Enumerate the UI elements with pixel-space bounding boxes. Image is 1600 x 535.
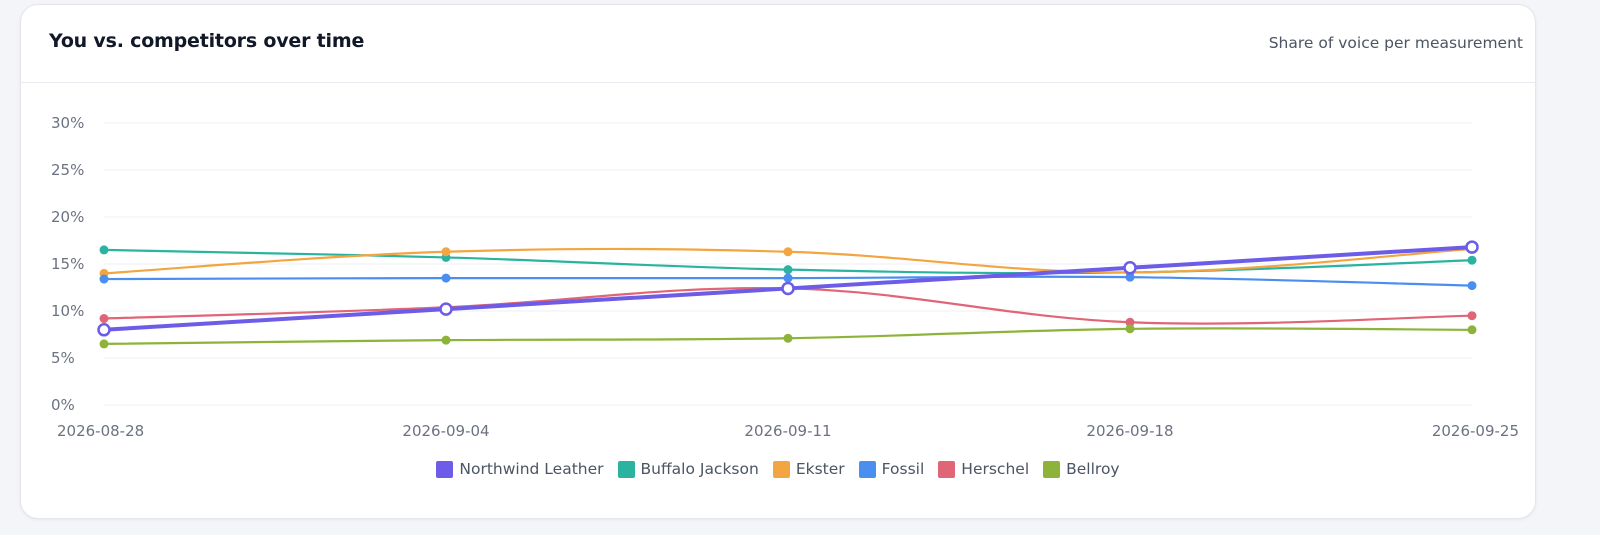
legend-label: Ekster bbox=[795, 460, 845, 478]
x-tick-label: 2026-09-04 bbox=[402, 422, 489, 440]
legend-item-fossil[interactable]: Fossil bbox=[858, 460, 925, 478]
legend-label: Northwind Leather bbox=[459, 460, 604, 478]
card-header: You vs. competitors over time Share of v… bbox=[21, 5, 1535, 83]
data-point-fossil[interactable] bbox=[1125, 272, 1135, 282]
legend-item-buffalo-jackson[interactable]: Buffalo Jackson bbox=[617, 460, 759, 478]
data-point-northwind-leather[interactable] bbox=[781, 281, 795, 296]
y-tick-label: 20% bbox=[51, 208, 84, 226]
chart-subtitle: Share of voice per measurement bbox=[1268, 34, 1523, 52]
chart-legend: Northwind Leather Buffalo Jackson Ekster Fo… bbox=[21, 460, 1535, 478]
data-point-herschel[interactable] bbox=[1125, 317, 1135, 327]
legend-label: Fossil bbox=[881, 460, 925, 478]
data-point-buffalo-jackson[interactable] bbox=[99, 245, 109, 255]
legend-label: Buffalo Jackson bbox=[640, 460, 759, 478]
data-point-fossil[interactable] bbox=[441, 273, 451, 283]
x-tick-label: 2026-08-28 bbox=[57, 422, 144, 440]
data-point-northwind-leather[interactable] bbox=[439, 302, 453, 316]
x-tick-label: 2026-09-18 bbox=[1086, 422, 1173, 440]
data-point-fossil[interactable] bbox=[99, 274, 109, 284]
y-tick-label: 30% bbox=[51, 114, 84, 132]
grid-lines bbox=[104, 122, 1472, 406]
data-point-bellroy[interactable] bbox=[783, 333, 793, 343]
data-point-bellroy[interactable] bbox=[99, 339, 109, 349]
line-chart: 0% 5% 10% 15% 20% 25% 30% 2026-08-28 2026-09-04… bbox=[51, 114, 1519, 440]
legend-swatch bbox=[436, 460, 454, 478]
data-point-buffalo-jackson[interactable] bbox=[783, 265, 793, 275]
legend-item-ekster[interactable]: Ekster bbox=[772, 460, 845, 478]
x-axis-ticks: 2026-08-28 2026-09-04 2026-09-11 2026-09-18… bbox=[57, 422, 1519, 440]
chart-title: You vs. competitors over time bbox=[49, 30, 365, 52]
series-points bbox=[97, 240, 1479, 349]
data-point-northwind-leather[interactable] bbox=[1465, 240, 1479, 254]
legend-swatch bbox=[772, 460, 790, 478]
x-tick-label: 2026-09-25 bbox=[1432, 422, 1519, 440]
data-point-herschel[interactable] bbox=[1467, 311, 1477, 321]
y-axis-ticks: 0% 5% 10% 15% 20% 25% 30% bbox=[51, 114, 84, 414]
legend-item-bellroy[interactable]: Bellroy bbox=[1043, 460, 1120, 478]
legend-swatch bbox=[858, 460, 876, 478]
legend-swatch bbox=[1043, 460, 1061, 478]
series-lines bbox=[102, 245, 1474, 345]
data-point-ekster[interactable] bbox=[783, 247, 793, 257]
data-point-herschel[interactable] bbox=[99, 314, 109, 324]
y-tick-label: 0% bbox=[51, 396, 75, 414]
data-point-fossil[interactable] bbox=[1467, 281, 1477, 291]
data-point-northwind-leather[interactable] bbox=[1123, 261, 1137, 275]
data-point-bellroy[interactable] bbox=[1125, 324, 1135, 334]
legend-swatch bbox=[617, 460, 635, 478]
data-point-bellroy[interactable] bbox=[1467, 325, 1477, 335]
legend-item-herschel[interactable]: Herschel bbox=[938, 460, 1029, 478]
legend-label: Bellroy bbox=[1066, 460, 1120, 478]
data-point-bellroy[interactable] bbox=[441, 335, 451, 345]
chart-card: You vs. competitors over time Share of v… bbox=[20, 4, 1536, 519]
x-tick-label: 2026-09-11 bbox=[744, 422, 831, 440]
data-point-northwind-leather[interactable] bbox=[97, 323, 111, 337]
legend-label: Herschel bbox=[961, 460, 1030, 478]
y-tick-label: 25% bbox=[51, 161, 84, 179]
data-point-ekster[interactable] bbox=[441, 247, 451, 257]
y-tick-label: 15% bbox=[51, 255, 84, 273]
legend-swatch bbox=[938, 460, 956, 478]
data-point-buffalo-jackson[interactable] bbox=[1467, 255, 1477, 265]
legend-item-northwind-leather[interactable]: Northwind Leather bbox=[436, 460, 604, 478]
y-tick-label: 5% bbox=[51, 349, 75, 367]
y-tick-label: 10% bbox=[51, 302, 84, 320]
data-point-fossil[interactable] bbox=[783, 273, 793, 283]
